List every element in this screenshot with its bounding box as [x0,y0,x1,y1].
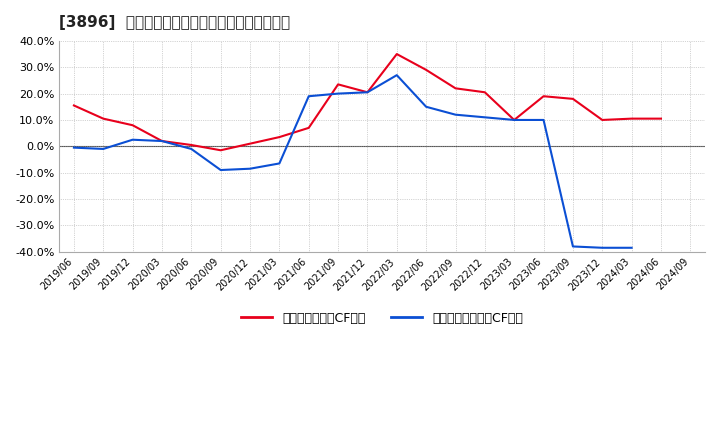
Text: [3896]  有利子負債キャッシュフロー比率の推移: [3896] 有利子負債キャッシュフロー比率の推移 [59,15,290,30]
Legend: 有利子負債営業CF比率, 有利子負債フリーCF比率: 有利子負債営業CF比率, 有利子負債フリーCF比率 [236,307,528,330]
